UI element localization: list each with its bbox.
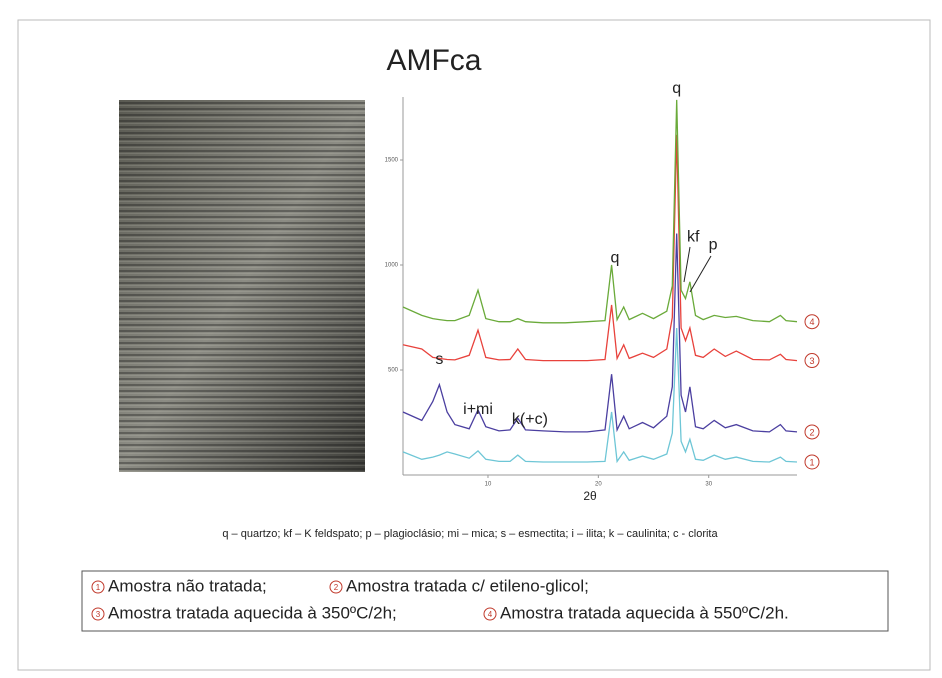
legend-circle: [483, 607, 497, 621]
peak-annotation: q: [610, 249, 619, 266]
x-axis-label: 2θ: [583, 489, 597, 503]
series-marker-circle: [804, 314, 820, 330]
legend-text: Amostra tratada c/ etileno-glicol;: [346, 576, 589, 595]
legend-text: Amostra tratada aquecida à 350ºC/2h;: [108, 603, 397, 622]
legend-number: 2: [334, 583, 339, 592]
peak-annotation: k(+c): [512, 411, 548, 428]
series-marker-circle: [804, 424, 820, 440]
series-line: [402, 233, 798, 433]
legend-number: 3: [96, 610, 101, 619]
peak-annotation: kf: [687, 228, 700, 245]
peak-annotation: q: [672, 80, 681, 97]
peak-annotation: i+mi: [463, 401, 493, 418]
chart-title: AMFca: [386, 44, 481, 77]
photo-texture: [119, 100, 365, 472]
leader-line: [689, 255, 712, 293]
series-label: 1: [809, 457, 814, 467]
slide-frame: [17, 19, 931, 671]
x-tick-label: 20: [595, 482, 602, 488]
series-line: [402, 99, 798, 324]
y-tick-label: 1500: [385, 158, 399, 164]
series-marker-circle: [804, 454, 820, 470]
series-label: 3: [809, 356, 814, 366]
legend-text: Amostra tratada aquecida à 550ºC/2h.: [500, 603, 789, 622]
y-tick-label: 500: [388, 368, 399, 374]
series-label: 2: [809, 427, 814, 437]
y-tick-label: 1000: [385, 263, 399, 269]
peak-annotation: p: [709, 236, 718, 253]
legend-circle: [329, 580, 343, 594]
series-marker-circle: [804, 353, 820, 369]
peak-annotation: s: [435, 351, 443, 368]
legend-circle: [91, 607, 105, 621]
series-line: [402, 134, 798, 362]
caption: q – quartzo; kf – K feldspato; p – plagi…: [222, 528, 718, 540]
x-tick-label: 10: [485, 482, 492, 488]
legend-circle: [91, 580, 105, 594]
series-label: 4: [809, 317, 814, 327]
leader-line: [683, 246, 691, 283]
legend-number: 4: [488, 610, 493, 619]
series-line: [402, 327, 798, 464]
legend-number: 1: [96, 583, 101, 592]
x-tick-label: 30: [705, 482, 712, 488]
legend-text: Amostra não tratada;: [108, 576, 267, 595]
legend-box: [81, 570, 889, 632]
